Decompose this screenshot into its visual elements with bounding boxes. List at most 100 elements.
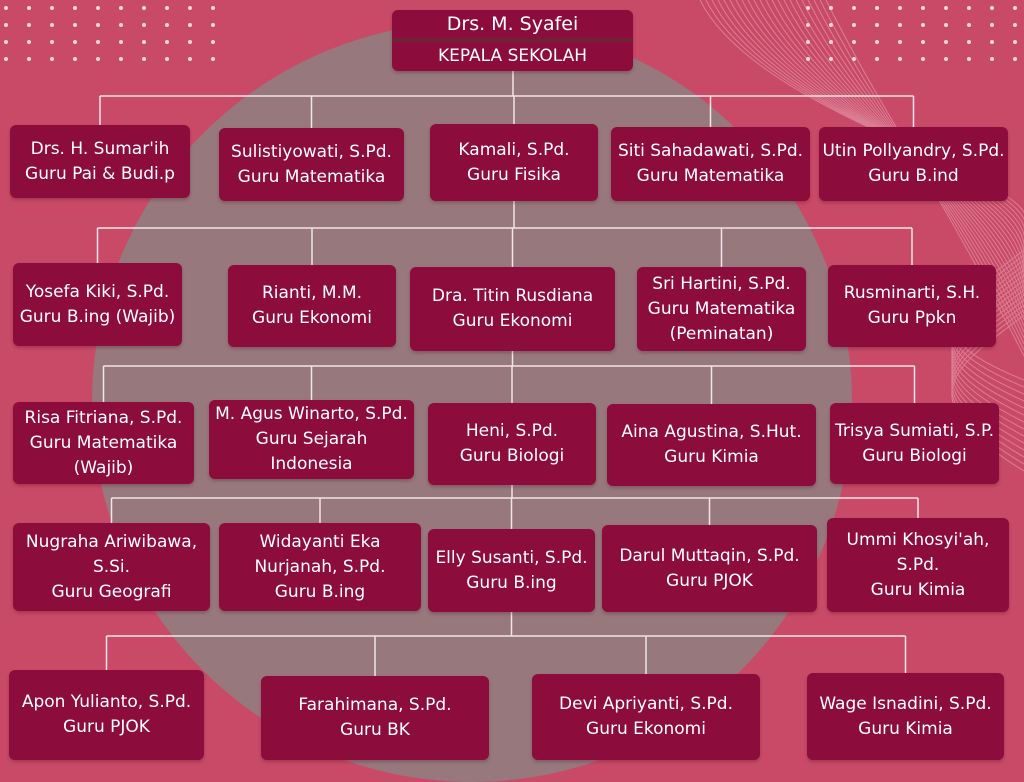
dot bbox=[1013, 6, 1017, 10]
dot bbox=[50, 40, 54, 44]
teacher-name: Heni, S.Pd. bbox=[465, 421, 559, 441]
dot bbox=[921, 57, 925, 61]
teacher-name: Ummi Khosyi'ah, bbox=[846, 529, 990, 550]
dot bbox=[852, 6, 856, 10]
teacher-box: Darul Muttaqin, S.Pd. Guru PJOK bbox=[602, 525, 817, 612]
teacher-box: Drs. H. Sumar'ih Guru Pai & Budi.p bbox=[10, 125, 190, 198]
dot bbox=[142, 23, 146, 27]
dot bbox=[73, 40, 77, 44]
teacher-role: (Wajib) bbox=[73, 457, 134, 478]
teacher-role: Guru Pai & Budi.p bbox=[25, 163, 175, 184]
dot bbox=[829, 40, 833, 44]
teacher-name: Widayanti Eka bbox=[259, 531, 381, 552]
teacher-role: Guru Matematika bbox=[636, 166, 785, 186]
dot bbox=[990, 40, 994, 44]
teacher-name: Sri Hartini, S.Pd. bbox=[652, 273, 791, 294]
teacher-role: Guru PJOK bbox=[666, 570, 753, 591]
dot bbox=[875, 23, 879, 27]
teacher-box: Wage Isnadini, S.Pd. Guru Kimia bbox=[807, 673, 1004, 760]
dot bbox=[898, 23, 902, 27]
teacher-role: Indonesia bbox=[270, 454, 353, 474]
teacher-role: Guru B.ing bbox=[274, 581, 366, 602]
teacher-name: Rusminarti, S.H. bbox=[843, 283, 981, 303]
teacher-box: Heni, S.Pd. Guru Biologi bbox=[428, 403, 596, 485]
teacher-role: Guru Biologi bbox=[862, 445, 967, 466]
teacher-box: Farahimana, S.Pd. Guru BK bbox=[261, 676, 489, 760]
teacher-name: Darul Muttaqin, S.Pd. bbox=[619, 545, 800, 566]
teacher-box: Utin Pollyandry, S.Pd. Guru B.ind bbox=[819, 127, 1008, 201]
dot bbox=[806, 23, 810, 27]
dot bbox=[852, 23, 856, 27]
teacher-name: Wage Isnadini, S.Pd. bbox=[819, 693, 992, 714]
dot bbox=[944, 23, 948, 27]
dot bbox=[875, 40, 879, 44]
dot bbox=[829, 57, 833, 61]
dot bbox=[1013, 23, 1017, 27]
dot bbox=[165, 6, 169, 10]
dot bbox=[96, 57, 100, 61]
dot bbox=[73, 23, 77, 27]
teacher-box: Sri Hartini, S.Pd. Guru Matematika (Pemina… bbox=[637, 267, 806, 351]
dot bbox=[142, 40, 146, 44]
teacher-role: Guru Fisika bbox=[467, 164, 561, 185]
dot bbox=[211, 57, 215, 61]
dot bbox=[967, 6, 971, 10]
dot bbox=[96, 6, 100, 10]
teacher-box: M. Agus Winarto, S.Pd. Guru Sejarah Indone… bbox=[209, 400, 414, 479]
teacher-role: Guru B.ind bbox=[868, 166, 959, 186]
teacher-role: Guru Kimia bbox=[870, 579, 966, 600]
dot bbox=[944, 40, 948, 44]
teacher-name: Yosefa Kiki, S.Pd. bbox=[25, 281, 170, 302]
teacher-name: Apon Yulianto, S.Pd. bbox=[21, 692, 192, 712]
dot bbox=[944, 57, 948, 61]
dot bbox=[165, 23, 169, 27]
dot bbox=[119, 6, 123, 10]
teacher-role: Guru Sejarah bbox=[255, 429, 368, 449]
teacher-name: Elly Susanti, S.Pd. bbox=[435, 547, 588, 568]
teacher-box: Apon Yulianto, S.Pd. Guru PJOK bbox=[9, 670, 204, 760]
teacher-name: Trisya Sumiati, S.P. bbox=[834, 420, 994, 441]
dot bbox=[50, 23, 54, 27]
dot bbox=[898, 57, 902, 61]
head-title: KEPALA SEKOLAH bbox=[438, 46, 587, 66]
teacher-name: Farahimana, S.Pd. bbox=[298, 695, 452, 715]
dot bbox=[921, 6, 925, 10]
dot bbox=[27, 23, 31, 27]
teacher-box: Ummi Khosyi'ah, S.Pd. Guru Kimia bbox=[827, 518, 1009, 612]
dot bbox=[96, 40, 100, 44]
teacher-box: Siti Sahadawati, S.Pd. Guru Matematika bbox=[611, 127, 810, 201]
teacher-name: Dra. Titin Rusdiana bbox=[431, 286, 594, 306]
dot bbox=[967, 57, 971, 61]
dot bbox=[875, 57, 879, 61]
dot bbox=[875, 6, 879, 10]
teacher-box: Rusminarti, S.H. Guru Ppkn bbox=[828, 265, 996, 347]
teacher-role: Nurjanah, S.Pd. bbox=[254, 556, 386, 577]
teacher-role: Guru Matematika bbox=[237, 166, 386, 187]
dot bbox=[944, 6, 948, 10]
teacher-role: Guru Ppkn bbox=[867, 308, 957, 328]
dot bbox=[165, 57, 169, 61]
dot bbox=[50, 6, 54, 10]
teacher-role: Guru Matematika bbox=[647, 298, 796, 319]
teacher-role: Guru Ekonomi bbox=[252, 308, 372, 328]
dot bbox=[27, 6, 31, 10]
dot bbox=[806, 57, 810, 61]
teacher-role: Guru PJOK bbox=[63, 717, 150, 737]
teacher-box: Widayanti Eka Nurjanah, S.Pd. Guru B.ing bbox=[219, 523, 421, 611]
teacher-box: Aina Agustina, S.Hut. Guru Kimia bbox=[607, 404, 816, 486]
dot bbox=[27, 57, 31, 61]
dot bbox=[990, 23, 994, 27]
teacher-role: (Peminatan) bbox=[669, 323, 774, 344]
teacher-role: S.Pd. bbox=[896, 554, 940, 575]
head-box: Drs. M. Syafei KEPALA SEKOLAH bbox=[392, 10, 633, 71]
teacher-name: Rianti, M.M. bbox=[261, 283, 363, 303]
dot bbox=[829, 6, 833, 10]
dot bbox=[188, 57, 192, 61]
dot bbox=[4, 40, 8, 44]
teacher-name: Aina Agustina, S.Hut. bbox=[621, 422, 802, 442]
dot bbox=[4, 6, 8, 10]
dot bbox=[829, 23, 833, 27]
dot bbox=[4, 23, 8, 27]
dot bbox=[188, 40, 192, 44]
